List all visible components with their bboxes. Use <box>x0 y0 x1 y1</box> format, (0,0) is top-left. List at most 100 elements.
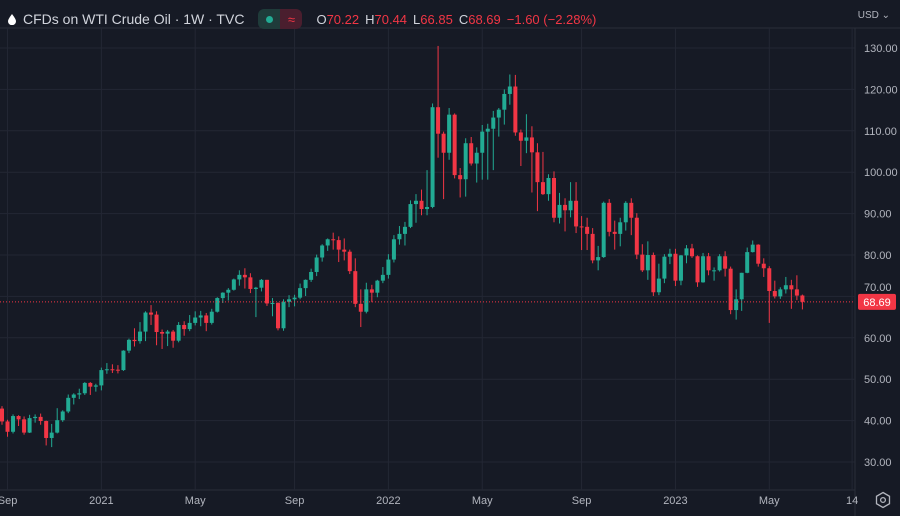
candle <box>325 238 330 251</box>
candle <box>529 126 534 193</box>
candle <box>165 329 170 347</box>
currency-selector[interactable]: USD ⌄ <box>857 10 890 21</box>
candle-body <box>607 202 612 232</box>
candle <box>369 284 374 303</box>
candle <box>88 382 93 395</box>
candle-body <box>452 114 457 176</box>
candle <box>745 247 750 274</box>
candle-body <box>325 239 330 246</box>
candle-body <box>121 350 126 371</box>
candle <box>347 249 352 275</box>
candle-body <box>402 226 407 234</box>
candle <box>524 114 529 154</box>
candle <box>60 410 65 422</box>
time-tick-label: Sep <box>285 495 305 507</box>
candle-body <box>436 107 441 134</box>
candle <box>126 338 131 354</box>
candle <box>474 147 479 183</box>
candle <box>469 137 474 166</box>
time-tick-label: May <box>472 495 493 507</box>
price-tick-label: 110.00 <box>864 126 897 138</box>
candle-body <box>772 291 777 297</box>
candle <box>701 252 706 283</box>
candle-body <box>640 254 645 271</box>
candle-body <box>138 331 142 342</box>
candle <box>463 138 468 197</box>
low-value: 66.85 <box>420 11 453 27</box>
candle <box>634 213 639 260</box>
candle <box>380 267 385 284</box>
candle <box>590 228 595 264</box>
candle <box>11 414 16 434</box>
time-tick-label: 2022 <box>376 495 400 507</box>
candle-body <box>292 297 297 300</box>
candle <box>579 216 584 251</box>
candle <box>281 299 286 331</box>
candle <box>596 245 601 271</box>
candle-body <box>336 240 341 250</box>
candle <box>209 308 214 325</box>
candle-body <box>469 143 474 164</box>
candle <box>778 287 783 299</box>
candle-body <box>546 177 551 195</box>
candle-body <box>143 312 148 332</box>
candle <box>0 406 4 425</box>
candle-body <box>132 339 137 342</box>
candle <box>149 305 154 325</box>
candle <box>678 255 683 286</box>
market-status-badge[interactable]: ≈ <box>258 9 303 29</box>
candle <box>662 254 667 284</box>
market-open-dot-icon <box>258 9 281 29</box>
candle-body <box>27 418 32 433</box>
candle-body <box>778 289 783 297</box>
candle-body <box>276 303 280 329</box>
price-axis[interactable]: 30.00 40.00 50.00 60.00 70.00 80.00 90.00 100.0… <box>864 43 898 469</box>
candle <box>502 89 507 125</box>
last-price-label: 68.69 <box>863 297 891 309</box>
candle <box>38 413 43 425</box>
candle <box>458 168 463 198</box>
candle <box>640 244 645 272</box>
candle <box>452 113 457 179</box>
candle <box>77 388 82 400</box>
candle <box>761 258 766 277</box>
candle <box>496 108 501 137</box>
candle <box>5 419 10 437</box>
candle <box>783 276 788 294</box>
candle-body <box>723 256 728 269</box>
time-tick-label: 14 <box>846 495 858 507</box>
candle <box>645 241 650 280</box>
candle <box>756 244 761 267</box>
candle-body <box>502 93 507 110</box>
settings-icon[interactable] <box>874 491 892 509</box>
candle-body <box>5 421 10 432</box>
candle <box>160 329 165 349</box>
candle-body <box>662 256 667 279</box>
candle-body <box>182 324 187 330</box>
high-value: 70.44 <box>374 11 408 27</box>
candle <box>507 74 512 105</box>
candle-body <box>601 202 606 258</box>
symbol-title[interactable]: CFDs on WTI Crude Oil · 1W · TVC <box>23 11 245 27</box>
candle-body <box>690 248 694 257</box>
price-tick-label: 130.00 <box>864 43 898 55</box>
time-axis[interactable]: Sep 2021 May Sep 2022 May Sep 2023 May 14 <box>0 495 858 507</box>
candle <box>99 367 104 391</box>
candle <box>27 414 32 434</box>
candle <box>264 279 269 306</box>
candle <box>695 255 700 287</box>
candle-body <box>220 292 225 299</box>
candle-body <box>391 239 396 260</box>
candle <box>44 420 49 446</box>
candle <box>430 103 435 209</box>
price-tick-label: 60.00 <box>864 333 892 345</box>
candle-body <box>563 204 568 211</box>
candle <box>441 131 446 200</box>
candle-body <box>248 277 253 289</box>
data-delay-icon: ≈ <box>280 9 303 29</box>
candle-body <box>99 370 104 386</box>
candle <box>629 198 634 236</box>
candle-body <box>193 317 198 323</box>
chart-legend: CFDs on WTI Crude Oil · 1W · TVC ≈ O70.2… <box>8 8 596 30</box>
